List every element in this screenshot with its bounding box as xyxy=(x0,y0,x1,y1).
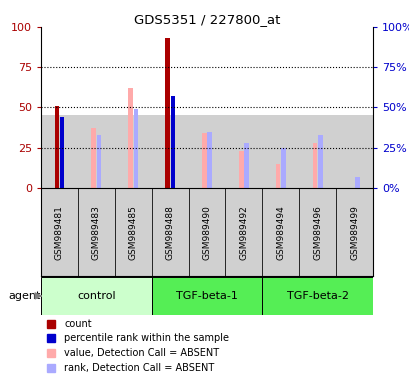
Text: GSM989490: GSM989490 xyxy=(202,205,211,260)
Bar xyxy=(299,188,335,276)
Bar xyxy=(128,88,133,188)
Bar xyxy=(281,148,285,188)
Bar xyxy=(335,116,372,276)
Bar xyxy=(202,133,206,188)
Text: rank, Detection Call = ABSENT: rank, Detection Call = ABSENT xyxy=(64,363,214,373)
Bar xyxy=(54,106,59,188)
Bar xyxy=(262,116,299,276)
Bar xyxy=(188,116,225,276)
Text: GSM989485: GSM989485 xyxy=(128,205,137,260)
Text: GSM989494: GSM989494 xyxy=(276,205,285,260)
Bar xyxy=(133,109,138,188)
Text: GSM989488: GSM989488 xyxy=(165,205,174,260)
Bar xyxy=(151,188,188,276)
Bar xyxy=(41,116,78,276)
Bar xyxy=(151,116,188,276)
Text: control: control xyxy=(77,291,115,301)
Bar xyxy=(78,188,115,276)
Text: GSM989496: GSM989496 xyxy=(312,205,321,260)
Bar xyxy=(41,188,78,276)
Bar xyxy=(115,116,151,276)
Bar xyxy=(188,188,225,276)
Text: GSM989481: GSM989481 xyxy=(55,205,64,260)
Title: GDS5351 / 227800_at: GDS5351 / 227800_at xyxy=(133,13,280,26)
Bar xyxy=(299,116,335,276)
Bar xyxy=(335,188,372,276)
Text: value, Detection Call = ABSENT: value, Detection Call = ABSENT xyxy=(64,348,219,358)
Bar xyxy=(41,277,151,314)
Bar xyxy=(78,116,115,276)
Bar xyxy=(262,188,299,276)
Text: GSM989483: GSM989483 xyxy=(92,205,101,260)
Bar xyxy=(317,135,322,188)
Bar xyxy=(275,164,280,188)
Bar xyxy=(312,143,317,188)
Bar xyxy=(60,117,64,188)
Bar xyxy=(207,132,211,188)
Bar xyxy=(244,143,248,188)
Text: GSM989492: GSM989492 xyxy=(239,205,248,260)
Bar xyxy=(225,116,262,276)
Text: TGF-beta-1: TGF-beta-1 xyxy=(176,291,237,301)
Bar xyxy=(354,177,359,188)
Text: TGF-beta-2: TGF-beta-2 xyxy=(286,291,348,301)
Bar xyxy=(238,151,243,188)
Text: count: count xyxy=(64,319,92,329)
Text: GSM989499: GSM989499 xyxy=(349,205,358,260)
Bar xyxy=(97,135,101,188)
Bar xyxy=(170,98,175,188)
Bar xyxy=(225,188,262,276)
Bar xyxy=(165,38,169,188)
Bar xyxy=(262,277,372,314)
Bar xyxy=(91,128,96,188)
Bar xyxy=(170,96,175,188)
Bar xyxy=(165,99,169,188)
Bar xyxy=(151,277,262,314)
Text: agent: agent xyxy=(8,291,40,301)
Bar xyxy=(115,188,151,276)
Text: percentile rank within the sample: percentile rank within the sample xyxy=(64,333,229,344)
